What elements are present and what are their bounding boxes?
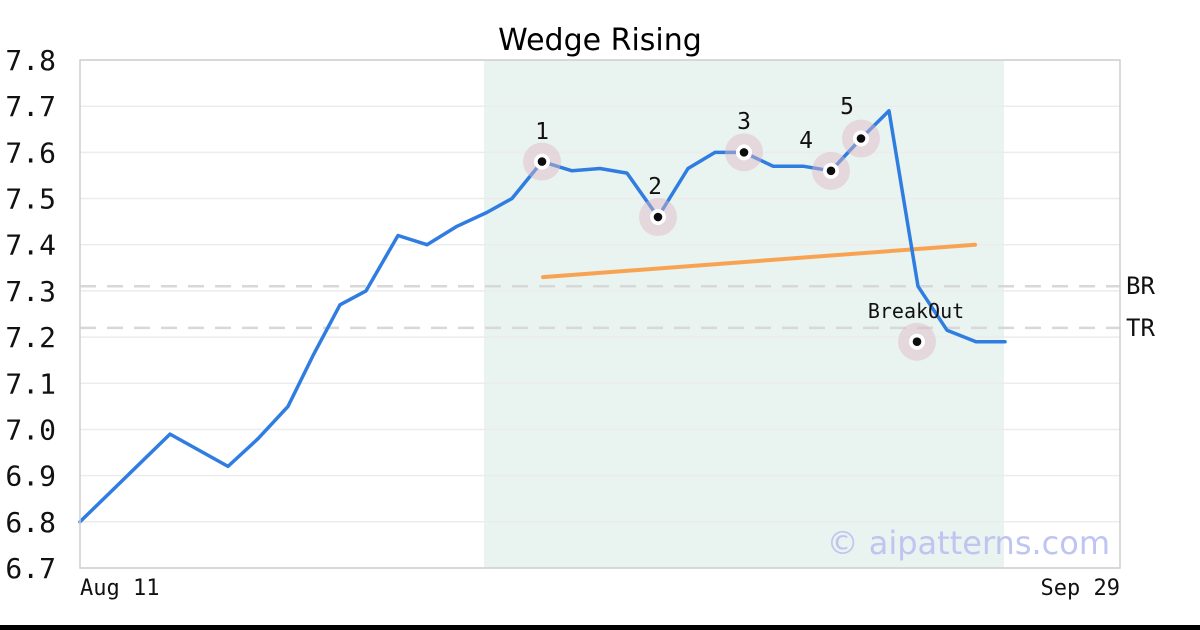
y-tick-label: 6.8 (5, 506, 56, 539)
y-tick-label: 7.4 (5, 229, 56, 262)
y-tick-label: 7.8 (5, 44, 56, 77)
y-tick-label: 7.5 (5, 183, 56, 216)
point-label-3: 3 (737, 109, 751, 135)
y-tick-label: 6.9 (5, 460, 56, 493)
marker-dot (856, 134, 866, 143)
y-tick-label: 7.0 (5, 414, 56, 447)
y-tick-label: 7.3 (5, 275, 56, 308)
y-tick-label: 7.1 (5, 367, 56, 400)
marker-dot (739, 148, 749, 157)
point-label-1: 1 (535, 119, 549, 145)
level-label-tr: TR (1126, 313, 1155, 342)
x-axis-label-start: Aug 11 (80, 576, 160, 601)
bottom-bar (0, 625, 1200, 630)
y-tick-label: 6.7 (5, 552, 56, 585)
marker-dot (537, 157, 547, 166)
marker-dot (912, 337, 922, 347)
marker-dot (826, 166, 836, 176)
y-tick-label: 7.7 (5, 90, 56, 123)
level-label-br: BR (1126, 272, 1155, 301)
watermark: © aipatterns.com (826, 524, 1110, 562)
plot-border (79, 59, 1121, 569)
point-label-2: 2 (648, 174, 662, 200)
point-label-5: 5 (840, 94, 854, 120)
y-tick-label: 7.2 (5, 321, 56, 354)
marker-dot (653, 212, 663, 222)
point-label-breakout: BreakOut (868, 299, 964, 323)
point-label-4: 4 (799, 128, 813, 154)
x-axis-label-end: Sep 29 (1040, 576, 1120, 601)
trendline (541, 242, 977, 280)
chart-title: Wedge Rising (498, 23, 702, 58)
y-tick-label: 7.6 (5, 136, 56, 169)
